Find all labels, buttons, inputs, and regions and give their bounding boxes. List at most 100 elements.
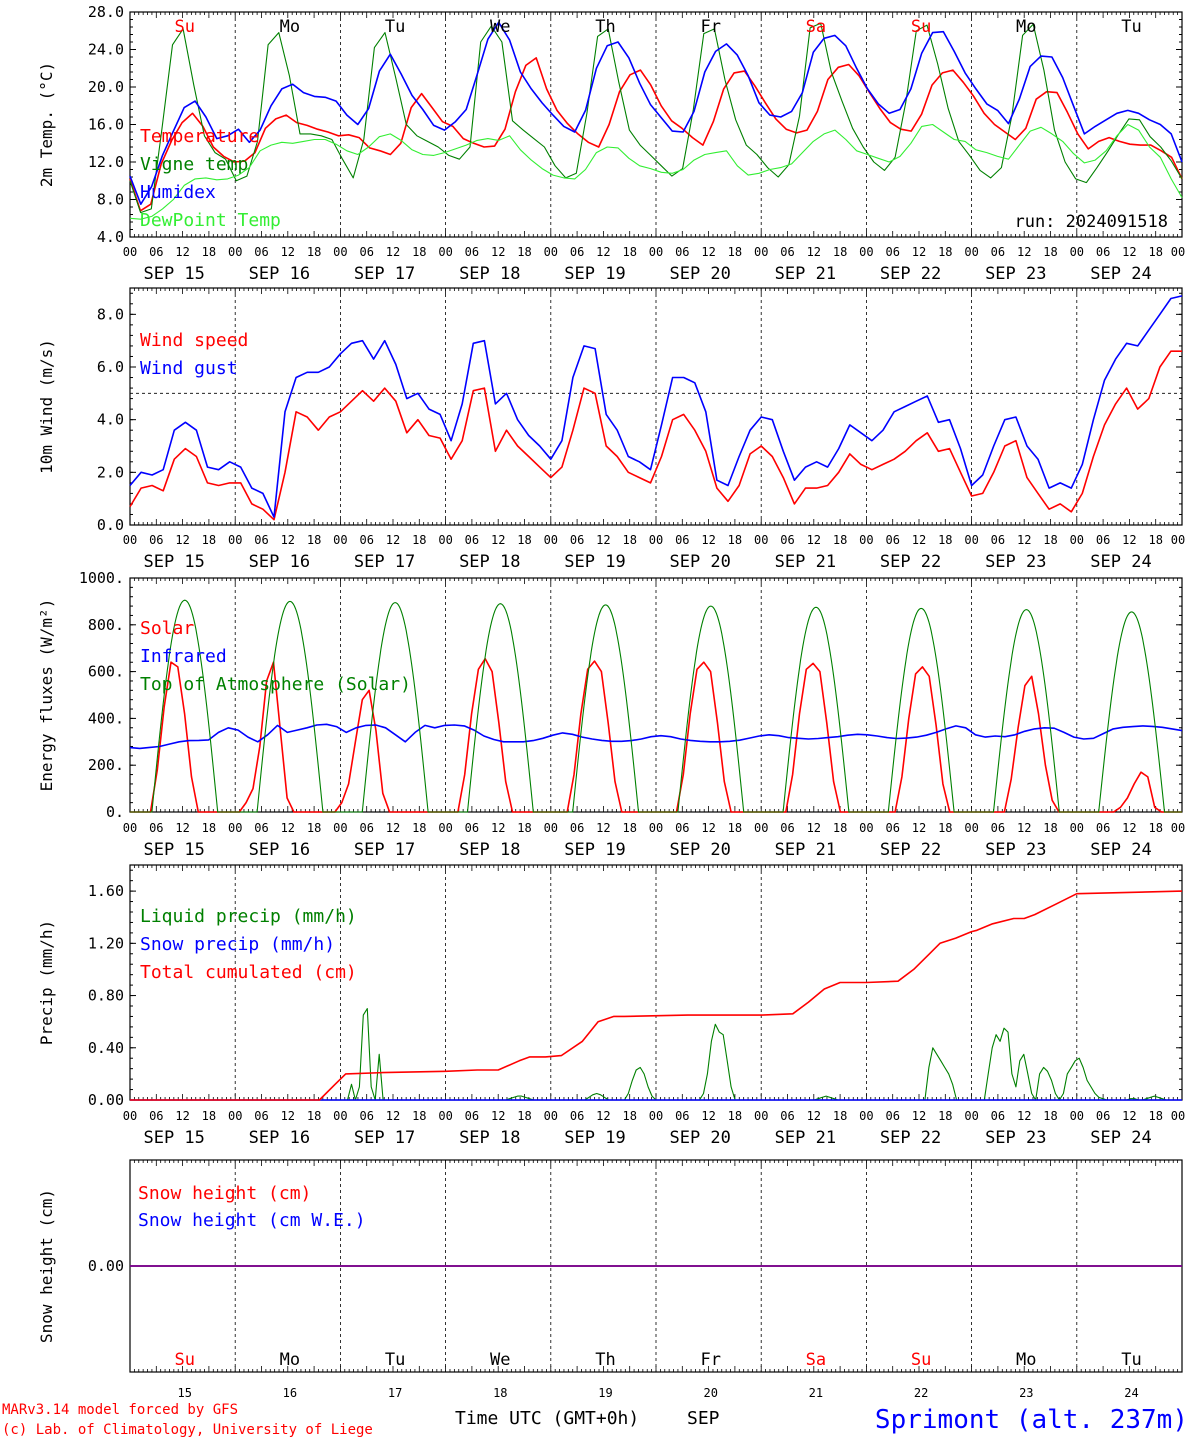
date-label: SEP 19 [564, 840, 625, 860]
series-line [130, 890, 1183, 1101]
hour-tick-label: 18 [202, 533, 216, 547]
date-label: SEP 16 [249, 552, 310, 572]
hour-tick-label: 00 [964, 533, 978, 547]
hour-tick-label: 06 [570, 533, 584, 547]
hour-tick-label: 18 [1043, 533, 1057, 547]
hour-tick-label: 00 [1070, 1109, 1084, 1123]
hour-tick-label: 12 [491, 1109, 505, 1123]
hour-tick-label: 12 [1122, 245, 1136, 259]
hour-tick-label: 12 [596, 533, 610, 547]
weekday-label: Su [911, 17, 931, 37]
series-line [129, 350, 1182, 521]
y-axis-label: Snow height (cm) [37, 1189, 56, 1343]
hour-tick-label: 18 [622, 533, 636, 547]
hour-tick-label: 06 [149, 1109, 163, 1123]
hour-tick-label: 18 [307, 821, 321, 835]
date-label: SEP 23 [985, 1128, 1046, 1148]
legend-entry: Wind gust [140, 358, 238, 379]
panel-1-series [129, 295, 1183, 521]
hour-tick-label: 00 [123, 245, 137, 259]
day-number-label: 21 [809, 1386, 823, 1400]
series-line [129, 57, 1183, 212]
hour-tick-label: 00 [649, 245, 663, 259]
hour-tick-label: 12 [701, 533, 715, 547]
hour-tick-label: 06 [359, 533, 373, 547]
hour-tick-label: 12 [807, 533, 821, 547]
panel-0-series [129, 21, 1183, 220]
hour-tick-label: 00 [1171, 533, 1185, 547]
day-number-label: 22 [914, 1386, 928, 1400]
hour-tick-label: 12 [386, 821, 400, 835]
hour-tick-label: 06 [885, 533, 899, 547]
hour-tick-label: 06 [780, 245, 794, 259]
hour-tick-label: 12 [596, 245, 610, 259]
weekday-label: Mo [1016, 1350, 1036, 1370]
hour-tick-label: 00 [964, 821, 978, 835]
hour-tick-label: 00 [649, 821, 663, 835]
date-label: SEP 22 [880, 1128, 941, 1148]
hour-tick-label: 06 [359, 1109, 373, 1123]
hour-tick-label: 12 [281, 245, 295, 259]
hour-tick-label: 00 [754, 533, 768, 547]
hour-tick-label: 06 [780, 533, 794, 547]
hour-tick-label: 00 [544, 821, 558, 835]
hour-tick-label: 00 [228, 1109, 242, 1123]
hour-tick-label: 06 [465, 245, 479, 259]
hour-tick-label: 18 [307, 245, 321, 259]
hour-tick-label: 00 [544, 533, 558, 547]
hour-tick-label: 06 [1096, 533, 1110, 547]
hour-tick-label: 06 [675, 533, 689, 547]
hour-tick-label: 00 [333, 533, 347, 547]
hour-tick-label: 18 [1043, 1109, 1057, 1123]
hour-tick-label: 12 [1017, 245, 1031, 259]
date-label: SEP 18 [459, 1128, 520, 1148]
weekday-label: Sa [806, 1350, 826, 1370]
y-axis-label: Energy fluxes (W/m²) [37, 599, 56, 792]
hour-tick-label: 12 [596, 821, 610, 835]
hour-tick-label: 00 [649, 1109, 663, 1123]
hour-tick-label: 06 [570, 245, 584, 259]
hour-tick-label: 12 [596, 1109, 610, 1123]
hour-tick-label: 06 [675, 1109, 689, 1123]
hour-tick-label: 00 [754, 245, 768, 259]
hour-tick-label: 18 [728, 245, 742, 259]
legend-entry: Humidex [140, 182, 216, 203]
y-tick-label: 0.80 [88, 987, 124, 1005]
weekday-label: Mo [1016, 17, 1036, 37]
hour-tick-label: 00 [859, 245, 873, 259]
date-label: SEP 16 [249, 264, 310, 284]
y-tick-label: 6.0 [97, 358, 124, 376]
hour-tick-label: 00 [228, 245, 242, 259]
hour-tick-label: 12 [912, 245, 926, 259]
weekday-label: Mo [280, 1350, 300, 1370]
date-label: SEP 20 [669, 264, 730, 284]
hour-tick-label: 12 [281, 821, 295, 835]
hour-tick-label: 06 [991, 533, 1005, 547]
station-title: Sprimont (alt. 237m) [875, 1405, 1188, 1435]
y-tick-label: 1000. [79, 569, 124, 587]
y-tick-label: 28.0 [88, 3, 124, 21]
hour-tick-label: 00 [544, 245, 558, 259]
y-tick-label: 4.0 [97, 228, 124, 246]
hour-tick-label: 18 [202, 1109, 216, 1123]
legend-entry: Snow precip (mm/h) [140, 934, 335, 955]
day-number-label: 20 [703, 1386, 717, 1400]
date-label: SEP 15 [143, 840, 204, 860]
panel-3-series [130, 890, 1183, 1101]
date-label: SEP 18 [459, 552, 520, 572]
hour-tick-label: 18 [938, 533, 952, 547]
date-label: SEP 22 [880, 840, 941, 860]
hour-tick-label: 18 [728, 533, 742, 547]
hour-tick-label: 06 [780, 821, 794, 835]
date-label: SEP 21 [775, 552, 836, 572]
weekday-label: Tu [385, 1350, 405, 1370]
weekday-label: Tu [385, 17, 405, 37]
weekday-label: Su [174, 17, 194, 37]
hour-tick-label: 18 [833, 245, 847, 259]
hour-tick-label: 12 [1017, 821, 1031, 835]
hour-tick-label: 00 [438, 1109, 452, 1123]
hour-tick-label: 06 [465, 1109, 479, 1123]
y-axis-label: 2m Temp. (°C) [37, 62, 56, 187]
legend-entry: Solar [140, 618, 194, 639]
hour-tick-label: 12 [175, 245, 189, 259]
